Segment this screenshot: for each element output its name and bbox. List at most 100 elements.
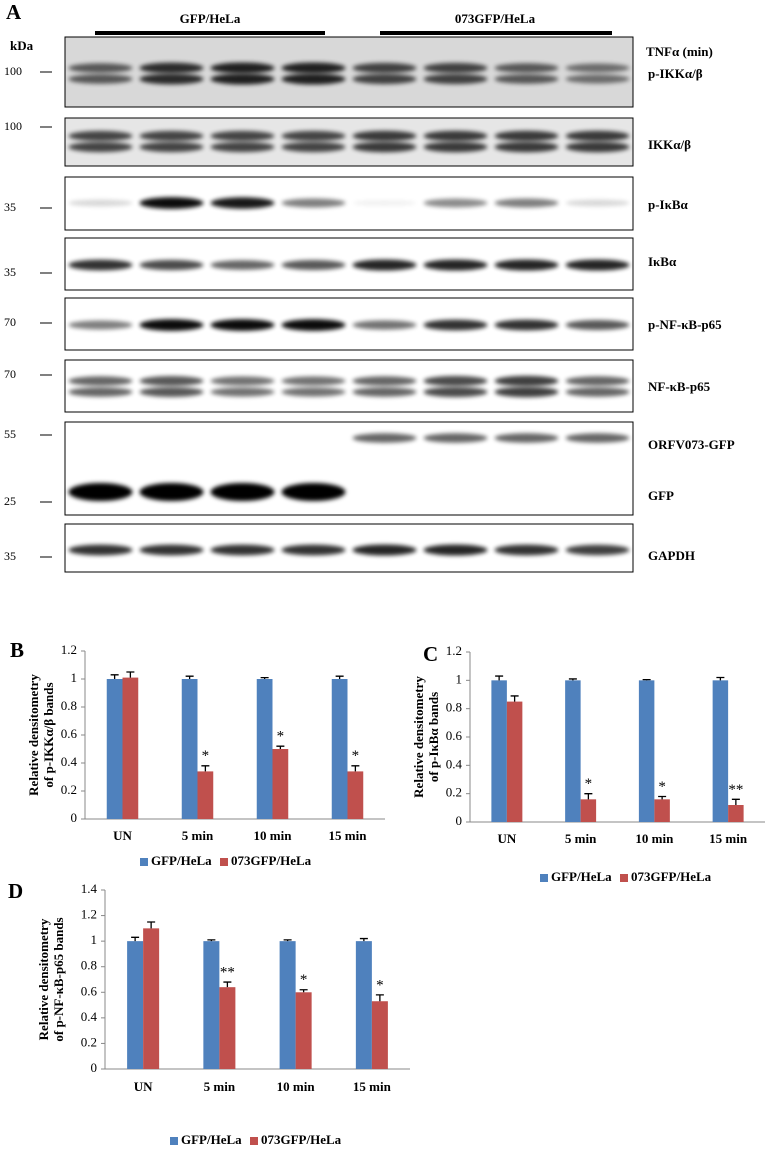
significance: ** [728,782,743,798]
band [352,320,417,330]
legend-label: 073GFP/HeLa [231,853,312,868]
error-bar [375,994,384,1002]
error-bar [207,939,216,942]
bar [197,771,214,819]
y-tick-label: 0.6 [61,726,78,741]
bar [143,928,160,1069]
y-axis-title-line: of p-NF-κB-p65 bands [51,917,66,1041]
band [139,141,204,153]
y-tick-label: 1.4 [81,881,98,896]
significance: * [202,748,210,764]
band-label: p-NF-κB-p65 [648,317,722,332]
band [139,73,204,85]
band-label: IKKα/β [648,137,691,152]
band [281,130,346,142]
error-bar [351,765,360,772]
error-bar [201,765,210,772]
band [281,376,346,386]
bar [122,677,139,819]
band [494,259,559,271]
legend-label: GFP/HeLa [181,1132,242,1147]
y-axis-title: Relative densitometry of p-IKKα/β bands [26,674,56,796]
band [210,62,275,74]
error-bar [283,939,292,942]
band [68,141,133,153]
band [352,387,417,397]
panel-label: B [10,638,24,662]
bar [580,799,597,822]
bar [712,680,729,822]
marker-label: 35 [4,200,16,214]
y-tick-label: 0.4 [61,754,78,769]
y-tick-label: 0 [91,1060,98,1075]
band [494,386,559,398]
legend-label: 073GFP/HeLa [631,869,712,884]
band [494,375,559,387]
band [68,376,133,386]
band [68,74,133,84]
significance: * [585,776,593,792]
error-bar [131,936,140,942]
bar [654,799,670,822]
band [210,319,275,331]
bar [203,941,220,1069]
band [494,130,559,142]
y-axis-title-line: Relative densitometry [26,674,41,796]
band [210,483,275,501]
y-axis-title-line: Relative densitometry [36,918,51,1040]
x-tick-label: 10 min [254,828,293,843]
band-label: IκBα [648,254,677,269]
band [139,319,204,331]
legend-label: GFP/HeLa [551,869,612,884]
band [423,319,488,331]
band [68,387,133,397]
legend-swatch [220,858,228,866]
bar [331,679,348,819]
x-tick-label: 10 min [635,831,674,846]
error-bar [510,695,519,702]
band-label: p-IκBα [648,197,689,212]
y-tick-label: 0.2 [81,1034,97,1049]
bar [127,941,144,1069]
bar [181,679,198,819]
error-bar [359,937,368,942]
significance: * [352,748,360,764]
band [494,63,559,73]
error-bar [731,798,740,805]
x-tick-label: UN [497,831,516,846]
marker-label: 70 [4,367,16,381]
band [210,130,275,142]
band [423,73,488,85]
y-tick-label: 0.6 [81,983,98,998]
legend-swatch [170,1137,178,1145]
y-axis-title-line: of p-IκBα bands [426,692,441,782]
y-axis-title: Relative densitometry of p-NF-κB-p65 band… [36,917,66,1041]
x-tick-label: UN [134,1079,153,1094]
band [139,483,204,501]
band [565,376,630,386]
band [139,62,204,74]
band [281,544,346,556]
band [68,483,133,501]
band [281,62,346,74]
band [281,387,346,397]
y-tick-label: 0.6 [446,728,463,743]
band [139,259,204,271]
significance: * [300,972,308,988]
band [210,141,275,153]
error-bar [126,671,135,678]
bar [506,701,523,822]
band [210,260,275,270]
y-tick-label: 0.8 [81,958,97,973]
y-tick-label: 0 [456,813,463,828]
legend-label: 073GFP/HeLa [261,1132,342,1147]
band [423,62,488,74]
band [494,198,559,208]
error-bar [223,981,232,988]
band [494,74,559,84]
y-tick-label: 1.2 [81,907,97,922]
significance: * [376,977,384,993]
band [423,198,488,208]
band [281,198,346,208]
error-bar [335,675,344,679]
